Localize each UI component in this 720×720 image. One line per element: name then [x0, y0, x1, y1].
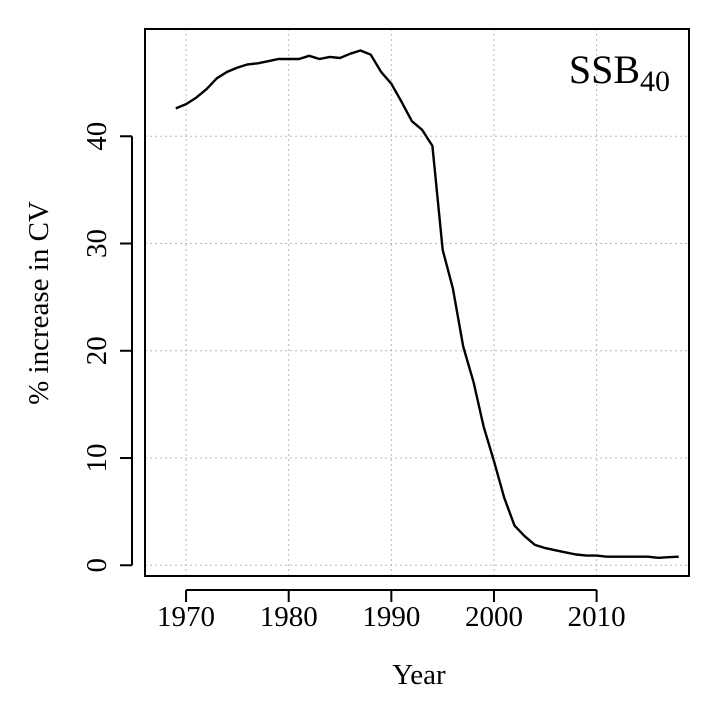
plot-frame [144, 28, 690, 577]
x-tick-label: 1980 [260, 601, 318, 633]
y-tick-label: 40 [81, 122, 113, 151]
y-tick-label: 20 [81, 336, 113, 365]
x-tick-label: 2010 [568, 601, 626, 633]
y-tick-label: 0 [81, 558, 113, 573]
axes: 1970 1980 1990 2000 2010 0 10 20 30 40 [81, 122, 626, 633]
panel-label: SSB40 [569, 47, 670, 98]
series-layer [175, 49, 679, 559]
x-tick-label: 1970 [157, 601, 215, 633]
y-axis-title: % increase in CV [23, 201, 55, 405]
series-line [175, 49, 679, 559]
x-tick-label: 1990 [362, 601, 420, 633]
y-tick-label: 30 [81, 229, 113, 258]
panel-label-subscript: 40 [640, 65, 670, 98]
x-axis-title: Year [392, 659, 446, 691]
grid-lines [145, 29, 689, 576]
x-tick-label: 2000 [465, 601, 523, 633]
y-tick-label: 10 [81, 444, 113, 473]
panel-label-main: SSB [569, 47, 640, 92]
